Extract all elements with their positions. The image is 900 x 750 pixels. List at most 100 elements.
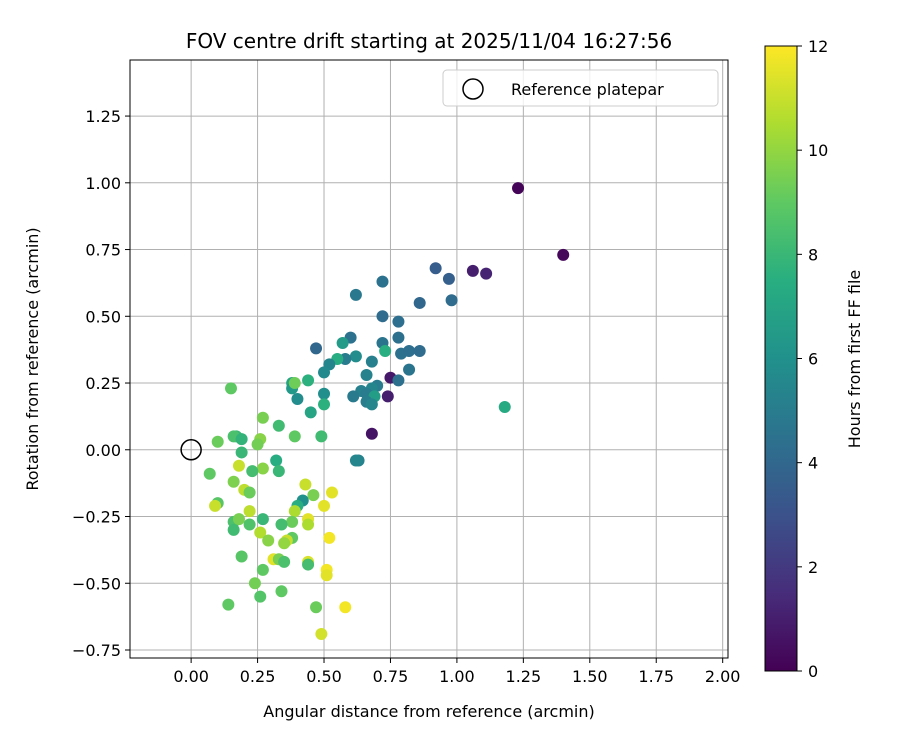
data-point (211, 435, 224, 448)
data-point (413, 296, 426, 309)
x-axis-ticks: 0.00 0.25 0.50 0.75 1.00 1.25 1.50 1.75 2.00 (173, 658, 740, 686)
x-tick-label: 0.50 (306, 667, 342, 686)
data-point (318, 398, 331, 411)
data-point (318, 499, 331, 512)
legend-marker (462, 78, 484, 100)
data-point (392, 374, 405, 387)
y-tick-label: 0.00 (85, 441, 121, 460)
data-point (235, 446, 248, 459)
data-point (235, 550, 248, 563)
data-points (203, 182, 570, 640)
data-point (466, 264, 479, 277)
colorbar-gradient (765, 46, 797, 671)
data-point (286, 515, 299, 528)
data-point (262, 534, 275, 547)
colorbar-tick-label: 12 (808, 37, 828, 56)
data-point (232, 459, 245, 472)
x-tick-label: 0.25 (240, 667, 276, 686)
data-point (379, 344, 392, 357)
x-tick-label: 1.50 (572, 667, 608, 686)
data-point (360, 369, 373, 382)
data-point (254, 590, 267, 603)
data-point (246, 465, 259, 478)
data-point (224, 382, 237, 395)
data-point (323, 531, 336, 544)
x-tick-label: 1.00 (439, 667, 475, 686)
reference-platepar-marker (180, 439, 202, 461)
data-point (365, 355, 378, 368)
data-point (442, 272, 455, 285)
data-point (243, 518, 256, 531)
y-tick-label: −0.25 (72, 508, 121, 527)
y-tick-label: −0.75 (72, 641, 121, 660)
data-point (318, 366, 331, 379)
x-tick-label: 2.00 (705, 667, 741, 686)
data-point (349, 288, 362, 301)
y-axis-ticks: −0.75 −0.50 −0.25 0.00 0.25 0.50 0.75 1.00 1.25 (72, 107, 130, 660)
legend-entry: Reference platepar (511, 80, 664, 99)
data-point (256, 411, 269, 424)
data-point (302, 374, 315, 387)
y-tick-label: 1.25 (85, 107, 121, 126)
data-point (222, 598, 235, 611)
data-point (376, 310, 389, 323)
y-tick-label: −0.50 (72, 574, 121, 593)
data-point (256, 513, 269, 526)
data-point (227, 475, 240, 488)
data-point (256, 563, 269, 576)
data-point (288, 430, 301, 443)
reference-marker (180, 439, 202, 461)
data-point (429, 262, 442, 275)
x-tick-label: 0.75 (373, 667, 409, 686)
data-point (291, 393, 304, 406)
data-point (275, 585, 288, 598)
colorbar-tick-label: 10 (808, 141, 828, 160)
x-axis-label: Angular distance from reference (arcmin) (263, 702, 594, 721)
data-point (349, 350, 362, 363)
colorbar-tick-label: 2 (808, 558, 818, 577)
data-point (403, 363, 416, 376)
plot-frame (129, 59, 729, 659)
data-point (203, 467, 216, 480)
data-point (251, 438, 264, 451)
data-point (299, 478, 312, 491)
colorbar: 0 2 4 6 8 10 12 Hours from first FF file (764, 37, 864, 681)
data-point (310, 601, 323, 614)
data-point (318, 387, 331, 400)
data-point (278, 537, 291, 550)
data-point (392, 315, 405, 328)
y-tick-label: 1.00 (85, 174, 121, 193)
data-point (392, 331, 405, 344)
y-tick-label: 0.50 (85, 307, 121, 326)
colorbar-label: Hours from first FF file (845, 270, 864, 449)
colorbar-ticks: 0 2 4 6 8 10 12 (797, 37, 828, 681)
data-point (365, 427, 378, 440)
data-point (272, 419, 285, 432)
data-point (512, 182, 525, 195)
data-point (254, 526, 267, 539)
colorbar-tick-label: 8 (808, 245, 818, 264)
grid-lines (130, 60, 728, 658)
data-point (403, 344, 416, 357)
colorbar-tick-label: 4 (808, 454, 818, 473)
data-point (376, 275, 389, 288)
data-point (243, 505, 256, 518)
legend-box (442, 69, 719, 107)
data-point (498, 401, 511, 414)
data-point (272, 465, 285, 478)
data-point (275, 518, 288, 531)
colorbar-tick-label: 0 (808, 662, 818, 681)
data-point (270, 454, 283, 467)
data-point (227, 523, 240, 536)
data-point (302, 518, 315, 531)
data-point (232, 513, 245, 526)
data-point (557, 248, 570, 261)
data-point (315, 627, 328, 640)
data-point (278, 555, 291, 568)
data-point (304, 406, 317, 419)
data-point (243, 486, 256, 499)
data-point (325, 486, 338, 499)
colorbar-tick-label: 6 (808, 350, 818, 369)
x-tick-label: 0.00 (173, 667, 209, 686)
